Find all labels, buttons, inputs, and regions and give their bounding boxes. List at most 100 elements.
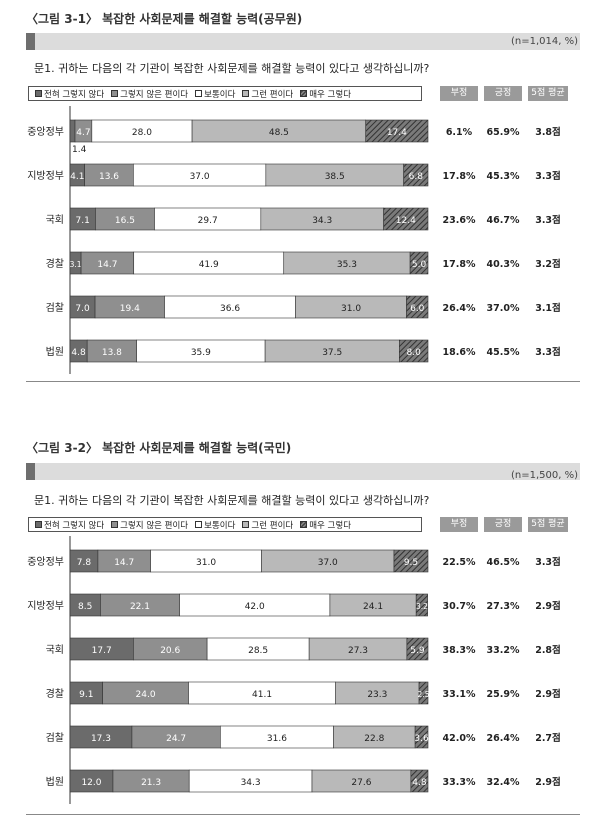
data-label: 27.6	[351, 778, 371, 788]
category-label: 지방정부	[27, 600, 64, 612]
figure-title: 〈그림 3-2〉 복잡한 사회문제를 해결할 능력(국민)	[26, 441, 292, 455]
header-positive: 긍정	[484, 517, 522, 532]
title-band-cap	[26, 463, 35, 480]
summary-value: 26.4%	[487, 733, 520, 744]
summary-value: 22.5%	[443, 557, 476, 568]
data-label: 17.7	[92, 646, 112, 656]
data-label: 1.4	[72, 145, 87, 155]
data-label: 24.1	[363, 602, 383, 612]
divider	[26, 381, 580, 382]
legend-item: 전혀 그렇지 않다	[35, 88, 104, 100]
summary-value: 3.2점	[535, 258, 561, 270]
header-average: 5점 평균	[528, 517, 568, 532]
data-label: 31.6	[267, 734, 287, 744]
category-label: 국회	[46, 214, 64, 226]
stacked-bar-chart-2: 중앙정부 7.8 14.7 31.0 37.0 9.5 22.5% 46.5% 3.3점지방정부…	[27, 536, 561, 804]
data-label: 22.8	[364, 734, 384, 744]
data-label: 23.3	[367, 690, 387, 700]
data-label: 4.8	[412, 778, 427, 788]
bar-segment	[393, 549, 429, 573]
data-label: 6.0	[410, 304, 425, 314]
data-label: 21.3	[141, 778, 161, 788]
bar-segment	[410, 769, 429, 793]
data-label: 13.6	[99, 172, 119, 182]
data-label: 31.0	[196, 558, 216, 568]
summary-value: 3.3점	[535, 346, 561, 358]
legend-label: 그런 편이다	[251, 520, 294, 531]
summary-value: 3.3점	[535, 556, 561, 568]
data-label: 48.5	[269, 128, 289, 138]
legend-swatch	[35, 90, 42, 97]
summary-value: 25.9%	[487, 689, 520, 700]
legend-item: 그런 편이다	[242, 88, 293, 100]
legend-swatch	[300, 90, 308, 97]
legend-swatch	[111, 90, 119, 97]
legend-item: 그렇지 않은 편이다	[111, 519, 188, 531]
legend-swatch	[242, 90, 250, 97]
data-label: 27.3	[348, 646, 368, 656]
summary-value: 2.9점	[535, 776, 561, 788]
data-label: 4.7	[76, 128, 90, 138]
summary-value: 33.1%	[443, 689, 476, 700]
legend-item: 그런 편이다	[242, 519, 293, 531]
summary-value: 30.7%	[443, 601, 476, 612]
data-label: 3.1	[70, 260, 82, 269]
legend-label: 그렇지 않은 편이다	[120, 89, 189, 100]
legend-label: 전혀 그렇지 않다	[44, 520, 105, 531]
legend-item: 보통이다	[195, 88, 235, 100]
data-label: 13.8	[102, 348, 122, 358]
summary-value: 42.0%	[443, 733, 476, 744]
header-negative: 부정	[440, 86, 478, 101]
data-label: 34.3	[312, 216, 332, 226]
legend-swatch	[111, 521, 119, 528]
data-label: 12.4	[396, 216, 416, 226]
summary-value: 2.9점	[535, 600, 561, 612]
sample-note: (n=1,014, %)	[510, 36, 578, 47]
data-label: 7.0	[75, 304, 90, 314]
data-label: 9.5	[404, 558, 418, 568]
category-label: 국회	[46, 644, 64, 656]
data-label: 37.0	[318, 558, 338, 568]
data-label: 35.9	[191, 348, 211, 358]
summary-value: 3.3점	[535, 214, 561, 226]
summary-value: 46.5%	[487, 557, 520, 568]
summary-value: 32.4%	[487, 777, 520, 788]
legend-item: 매우 그렇다	[300, 88, 351, 100]
data-label: 41.1	[252, 690, 272, 700]
category-label: 경찰	[46, 687, 64, 700]
legend-label: 그렇지 않은 편이다	[120, 520, 189, 531]
data-label: 4.8	[71, 348, 86, 358]
summary-value: 45.3%	[487, 171, 520, 182]
summary-value: 17.8%	[443, 259, 476, 270]
legend-item: 전혀 그렇지 않다	[35, 519, 104, 531]
summary-value: 45.5%	[487, 347, 520, 358]
data-label: 12.0	[81, 778, 101, 788]
data-label: 24.0	[136, 690, 156, 700]
summary-value: 2.9점	[535, 688, 561, 700]
summary-value: 6.1%	[446, 127, 473, 138]
divider	[26, 814, 580, 815]
legend-label: 그런 편이다	[251, 89, 294, 100]
summary-value: 17.8%	[443, 171, 476, 182]
legend-item: 그렇지 않은 편이다	[111, 88, 188, 100]
bar-segment	[414, 725, 429, 749]
data-label: 8.5	[78, 602, 92, 612]
data-label: 7.8	[77, 558, 92, 568]
bar-segment	[418, 681, 429, 705]
legend: 전혀 그렇지 않다 그렇지 않은 편이다 보통이다 그런 편이다 매우 그렇다	[28, 517, 422, 532]
data-label: 19.4	[120, 304, 140, 314]
data-label: 5.9	[410, 646, 425, 656]
summary-value: 2.8점	[535, 644, 561, 656]
summary-value: 18.6%	[443, 347, 476, 358]
category-label: 법원	[46, 776, 64, 788]
category-label: 검찰	[46, 732, 64, 744]
legend-item: 보통이다	[195, 519, 235, 531]
bar-segment	[403, 163, 429, 187]
bar-segment	[409, 251, 429, 275]
bar-segment	[406, 295, 429, 319]
summary-value: 3.1점	[535, 302, 561, 314]
data-label: 29.7	[198, 216, 218, 226]
summary-value: 3.3점	[535, 170, 561, 182]
data-label: 8.0	[407, 348, 422, 358]
